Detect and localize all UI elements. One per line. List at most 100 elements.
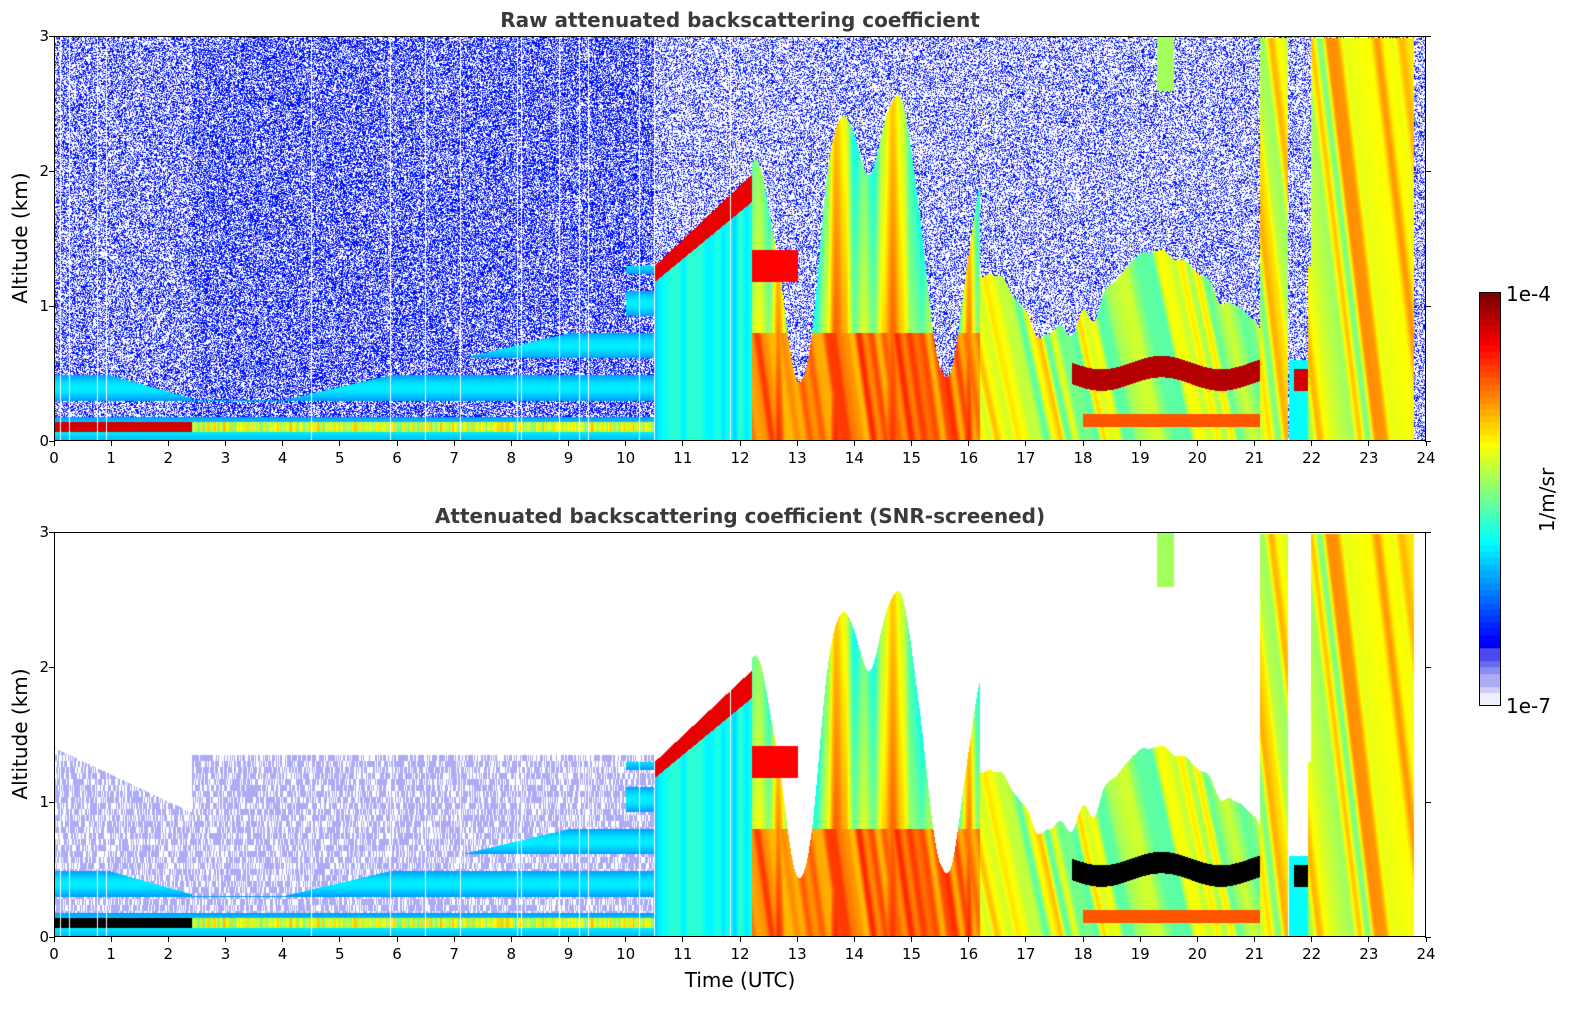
panel2-x-tick-mark bbox=[682, 937, 684, 942]
panel1-plot-area bbox=[54, 36, 1426, 441]
panel1-x-tick-label: 8 bbox=[506, 449, 517, 467]
panel1-x-tick-mark bbox=[739, 441, 741, 446]
panel1-x-tick-label: 0 bbox=[49, 449, 59, 467]
panel2-x-tick-mark bbox=[911, 937, 912, 942]
panel2-x-tick-label: 20 bbox=[1187, 945, 1207, 963]
panel2-x-tick-mark bbox=[1082, 937, 1084, 942]
panel2-x-tick-label: 23 bbox=[1359, 945, 1379, 963]
panel1-x-tick-mark bbox=[510, 441, 512, 446]
panel1-x-tick-label: 9 bbox=[563, 449, 574, 467]
panel2-x-tick-mark bbox=[453, 937, 455, 942]
panel1-y-tick-mark bbox=[49, 35, 55, 37]
colorbar-unit-label: 1/m/sr bbox=[1535, 467, 1559, 533]
panel1-x-tick-mark bbox=[225, 441, 226, 446]
colorbar bbox=[1479, 292, 1501, 706]
panel2-y-tick-mark bbox=[1425, 666, 1431, 668]
panel1-y-tick-mark bbox=[1425, 170, 1431, 172]
panel1-x-tick-label: 6 bbox=[392, 449, 402, 467]
panel1-x-tick-mark bbox=[1425, 441, 1427, 446]
panel2-y-tick-mark bbox=[49, 531, 55, 533]
panel1-x-tick-mark bbox=[796, 441, 798, 446]
panel1-y-tick-mark bbox=[49, 440, 55, 442]
panel1-x-tick-label: 15 bbox=[901, 449, 922, 467]
panel1-heatmap bbox=[55, 37, 1425, 440]
panel2-x-tick-mark bbox=[225, 937, 226, 942]
panel2-x-tick-mark bbox=[568, 937, 569, 942]
panel2-x-tick-mark bbox=[796, 937, 798, 942]
panel1-x-tick-label: 12 bbox=[730, 449, 750, 467]
panel1-x-tick-label: 4 bbox=[277, 449, 288, 467]
panel2-x-tick-label: 4 bbox=[277, 945, 288, 963]
panel1-title: Raw attenuated backscattering coefficien… bbox=[500, 8, 980, 32]
panel1-x-tick-label: 13 bbox=[787, 449, 807, 467]
panel1-x-tick-mark bbox=[625, 441, 627, 446]
panel1-x-tick-label: 16 bbox=[959, 449, 979, 467]
panel2-plot-area bbox=[54, 532, 1426, 937]
panel1-y-tick-mark bbox=[49, 305, 55, 307]
panel1-x-tick-mark bbox=[853, 441, 855, 446]
panel1-x-tick-label: 3 bbox=[220, 449, 231, 467]
panel1-y-tick-label: 0 bbox=[39, 432, 49, 450]
panel2-x-tick-label: 0 bbox=[49, 945, 59, 963]
panel1-x-tick-mark bbox=[1196, 441, 1198, 446]
panel2-x-tick-mark bbox=[739, 937, 741, 942]
panel1-y-tick-mark bbox=[1425, 440, 1431, 442]
panel2-x-tick-mark bbox=[1196, 937, 1198, 942]
panel1-x-tick-mark bbox=[110, 441, 112, 446]
panel1-x-tick-label: 23 bbox=[1359, 449, 1379, 467]
panel2-x-tick-label: 11 bbox=[673, 945, 693, 963]
panel2-x-tick-label: 12 bbox=[730, 945, 750, 963]
panel1-x-tick-mark bbox=[339, 441, 341, 446]
panel2-x-tick-mark bbox=[853, 937, 855, 942]
panel2-x-tick-mark bbox=[53, 937, 55, 942]
panel1-x-tick-label: 20 bbox=[1187, 449, 1207, 467]
x-axis-label: Time (UTC) bbox=[684, 968, 796, 992]
panel1-x-tick-mark bbox=[682, 441, 684, 446]
panel1-x-tick-label: 5 bbox=[335, 449, 345, 467]
panel2-heatmap bbox=[55, 533, 1425, 936]
panel2-x-tick-label: 18 bbox=[1073, 945, 1093, 963]
panel2-x-tick-mark bbox=[110, 937, 112, 942]
panel1-y-tick-label: 2 bbox=[39, 162, 49, 180]
panel2-x-tick-mark bbox=[282, 937, 284, 942]
panel1-x-tick-label: 2 bbox=[163, 449, 174, 467]
panel2-y-tick-mark bbox=[49, 666, 55, 668]
panel1-x-tick-label: 14 bbox=[844, 449, 864, 467]
panel2-x-tick-label: 22 bbox=[1302, 945, 1322, 963]
panel2-y-tick-mark bbox=[1425, 531, 1431, 533]
panel1-x-tick-mark bbox=[1025, 441, 1027, 446]
panel1-x-tick-mark bbox=[968, 441, 970, 446]
panel1-x-tick-mark bbox=[911, 441, 912, 446]
panel1-x-tick-label: 22 bbox=[1302, 449, 1322, 467]
panel1-y-tick-label: 1 bbox=[39, 297, 49, 315]
panel2-x-tick-label: 3 bbox=[220, 945, 231, 963]
panel2-x-tick-label: 7 bbox=[449, 945, 459, 963]
panel2-x-tick-label: 5 bbox=[335, 945, 345, 963]
panel1-x-tick-label: 17 bbox=[1016, 449, 1036, 467]
panel2-x-tick-mark bbox=[339, 937, 341, 942]
panel2-y-tick-mark bbox=[49, 936, 55, 938]
panel1-y-tick-mark bbox=[1425, 35, 1431, 37]
panel2-x-tick-mark bbox=[625, 937, 627, 942]
panel2-x-tick-mark bbox=[167, 937, 169, 942]
panel2-x-tick-label: 19 bbox=[1130, 945, 1150, 963]
panel2-x-tick-mark bbox=[1368, 937, 1370, 942]
panel2-y-tick-label: 3 bbox=[39, 523, 49, 541]
panel2-x-tick-mark bbox=[510, 937, 512, 942]
panel2-x-tick-mark bbox=[968, 937, 970, 942]
panel2-x-tick-mark bbox=[396, 937, 398, 942]
panel2-x-tick-mark bbox=[1254, 937, 1255, 942]
panel2-x-tick-label: 10 bbox=[616, 945, 636, 963]
panel1-x-tick-label: 19 bbox=[1130, 449, 1150, 467]
panel1-x-tick-mark bbox=[396, 441, 398, 446]
panel1-x-tick-label: 18 bbox=[1073, 449, 1093, 467]
panel1-x-tick-label: 7 bbox=[449, 449, 459, 467]
panel2-y-tick-mark bbox=[1425, 936, 1431, 938]
panel2-x-tick-mark bbox=[1311, 937, 1313, 942]
panel2-y-tick-mark bbox=[1425, 801, 1431, 803]
panel1-x-tick-mark bbox=[282, 441, 284, 446]
panel1-x-tick-mark bbox=[453, 441, 455, 446]
panel2-x-tick-label: 17 bbox=[1016, 945, 1036, 963]
panel2-x-tick-label: 9 bbox=[563, 945, 574, 963]
panel1-x-tick-label: 24 bbox=[1416, 449, 1436, 467]
